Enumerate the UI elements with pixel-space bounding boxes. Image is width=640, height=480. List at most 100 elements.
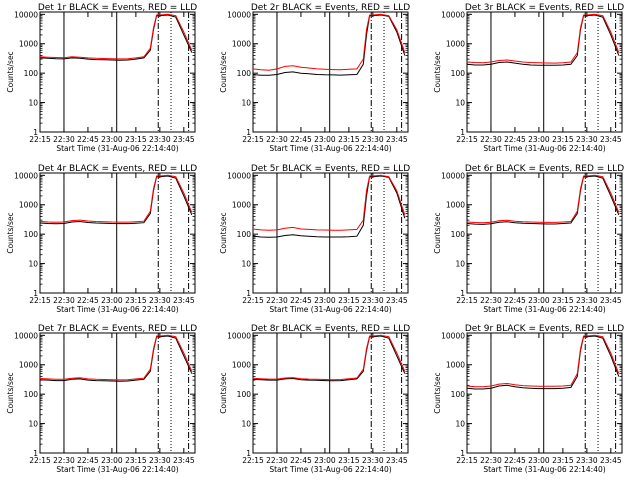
x-tick-label: 22:30 — [53, 135, 75, 144]
x-tick-label: 23:00 — [528, 135, 550, 144]
x-tick-label: 23:30 — [149, 296, 171, 305]
x-tick-label: 22:45 — [504, 135, 526, 144]
panel-title: Det 6r BLACK = Events, RED = LLD — [465, 164, 624, 174]
y-tick-label: 1 — [33, 289, 38, 298]
y-axis-label: Counts/sec — [6, 372, 15, 413]
x-tick-label: 23:15 — [125, 135, 147, 144]
panel-2: Det 2r BLACK = Events, RED = LLD 1 10 100 10… — [219, 3, 410, 153]
axes-frame — [252, 11, 409, 133]
x-tick-label: 23:00 — [314, 135, 336, 144]
y-tick-label: 100 — [24, 230, 39, 239]
y-axis-label: Counts/sec — [219, 372, 228, 413]
y-tick-label: 10 — [455, 260, 465, 269]
y-axis-label: Counts/sec — [433, 51, 442, 92]
y-tick-label: 10000 — [227, 171, 251, 180]
x-tick-label: 23:15 — [552, 296, 574, 305]
y-tick-label: 1000 — [446, 361, 465, 370]
x-tick-label: 23:15 — [125, 456, 147, 465]
y-tick-label: 10 — [241, 99, 251, 108]
x-tick-label: 23:45 — [173, 135, 195, 144]
y-tick-label: 100 — [24, 390, 39, 399]
y-tick-label: 1 — [246, 128, 251, 137]
y-tick-label: 1 — [246, 449, 251, 458]
panel-5: Det 5r BLACK = Events, RED = LLD 1 10 100 10… — [219, 164, 410, 314]
x-tick-label: 22:45 — [290, 296, 312, 305]
x-tick-label: 22:15 — [456, 456, 478, 465]
series-lld-line — [253, 13, 406, 71]
panel-4: Det 4r BLACK = Events, RED = LLD 1 10 100 10… — [6, 164, 197, 314]
x-tick-label: 22:15 — [242, 135, 264, 144]
y-axis-label: Counts/sec — [219, 51, 228, 92]
y-tick-label: 10 — [241, 260, 251, 269]
y-tick-label: 1 — [460, 449, 465, 458]
x-tick-label: 23:00 — [101, 296, 123, 305]
x-tick-label: 22:30 — [266, 296, 288, 305]
x-tick-label: 23:30 — [149, 456, 171, 465]
y-tick-label: 100 — [237, 69, 252, 78]
y-tick-label: 10 — [455, 99, 465, 108]
x-tick-label: 22:45 — [504, 456, 526, 465]
panel-9: Det 9r BLACK = Events, RED = LLD 1 10 100 10… — [433, 324, 624, 474]
x-tick-label: 22:45 — [290, 135, 312, 144]
x-axis-label: Start Time (31-Aug-06 22:14:40) — [269, 465, 391, 474]
x-axis-label: Start Time (31-Aug-06 22:14:40) — [56, 144, 178, 153]
x-tick-label: 23:45 — [600, 296, 622, 305]
series-events-line — [40, 14, 193, 61]
y-axis-label: Counts/sec — [6, 212, 15, 253]
y-axis-label: Counts/sec — [219, 212, 228, 253]
x-tick-label: 22:15 — [242, 296, 264, 305]
x-tick-label: 23:00 — [314, 296, 336, 305]
x-tick-label: 23:30 — [362, 296, 384, 305]
x-tick-label: 22:30 — [480, 135, 502, 144]
x-axis-label: Start Time (31-Aug-06 22:14:40) — [269, 144, 391, 153]
x-axis-label: Start Time (31-Aug-06 22:14:40) — [483, 144, 605, 153]
series-events-line — [253, 175, 406, 238]
series-events-line — [253, 14, 406, 76]
axes-frame — [466, 332, 623, 454]
panel-title: Det 4r BLACK = Events, RED = LLD — [38, 164, 197, 174]
x-tick-label: 23:45 — [386, 135, 408, 144]
y-tick-label: 1000 — [19, 201, 38, 210]
y-tick-label: 100 — [451, 390, 466, 399]
y-tick-label: 10 — [28, 420, 38, 429]
x-tick-label: 23:15 — [338, 135, 360, 144]
x-tick-label: 22:30 — [266, 135, 288, 144]
x-tick-label: 22:30 — [480, 296, 502, 305]
axes-frame — [252, 332, 409, 454]
axes-frame — [39, 172, 196, 294]
x-tick-label: 23:15 — [552, 135, 574, 144]
y-tick-label: 10000 — [441, 10, 465, 19]
axes-frame — [252, 172, 409, 294]
x-tick-label: 23:15 — [552, 456, 574, 465]
panel-3: Det 3r BLACK = Events, RED = LLD 1 10 100 10… — [433, 3, 624, 153]
y-tick-label: 10000 — [441, 331, 465, 340]
series-lld-line — [467, 334, 620, 388]
series-events-line — [467, 175, 620, 225]
y-tick-label: 10 — [241, 420, 251, 429]
series-lld-line — [253, 334, 406, 381]
panel-6: Det 6r BLACK = Events, RED = LLD 1 10 100 10… — [433, 164, 624, 314]
x-tick-label: 22:15 — [29, 135, 51, 144]
y-tick-label: 100 — [451, 230, 466, 239]
x-tick-label: 23:45 — [600, 456, 622, 465]
series-lld-line — [40, 13, 193, 60]
x-tick-label: 22:15 — [456, 296, 478, 305]
x-tick-label: 23:30 — [576, 456, 598, 465]
x-tick-label: 23:00 — [101, 456, 123, 465]
y-axis-label: Counts/sec — [433, 212, 442, 253]
x-tick-label: 23:30 — [362, 135, 384, 144]
x-tick-label: 22:45 — [77, 135, 99, 144]
y-tick-label: 1000 — [232, 40, 251, 49]
x-tick-label: 22:45 — [504, 296, 526, 305]
x-tick-label: 22:15 — [242, 456, 264, 465]
y-tick-label: 10 — [455, 420, 465, 429]
y-tick-label: 1000 — [232, 361, 251, 370]
panel-8: Det 8r BLACK = Events, RED = LLD 1 10 100 10… — [219, 324, 410, 474]
y-tick-label: 1 — [246, 289, 251, 298]
panel-title: Det 1r BLACK = Events, RED = LLD — [38, 3, 197, 13]
panel-7: Det 7r BLACK = Events, RED = LLD 1 10 100 10… — [6, 324, 197, 474]
x-tick-label: 23:00 — [528, 296, 550, 305]
y-tick-label: 1000 — [19, 40, 38, 49]
x-tick-label: 22:15 — [29, 296, 51, 305]
